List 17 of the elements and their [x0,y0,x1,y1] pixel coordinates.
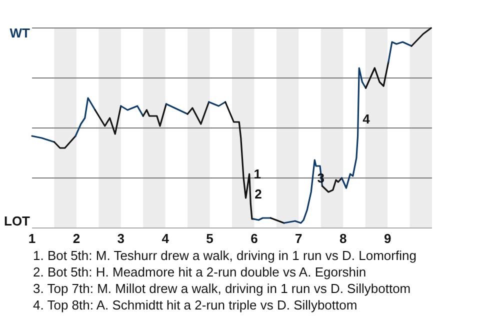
text: 3. Top 7th: M. Millot drew a walk, driving in 1 run vs D. Sillybottom [33,281,411,296]
text: 2. Bot 5th: H. Meadmore hit a 2-run double vs A. Egorshin [33,264,366,280]
text: LOT [4,214,30,229]
x-tick-label: 3 [117,231,125,246]
text: 1. Bot 5th: M. Teshurr drew a walk, driving in 1 run vs D. Lomorfing [33,248,416,263]
x-tick-label: 8 [339,231,347,246]
x-tick-label: 6 [250,231,258,246]
x-tick-label: 1 [28,231,36,246]
x-tick-label: 9 [384,231,392,246]
x-tick-label: 4 [162,231,170,246]
x-tick-label: 7 [295,231,302,246]
annotation: 4 [362,112,371,127]
x-tick-label: 5 [206,231,214,246]
text: 4. Top 8th: A. Schmidtt hit a 2-run triple vs D. Sillybottom [33,298,358,312]
text: WT [10,26,30,41]
annotation: 2 [254,186,262,202]
x-tick-label: 2 [72,231,80,246]
